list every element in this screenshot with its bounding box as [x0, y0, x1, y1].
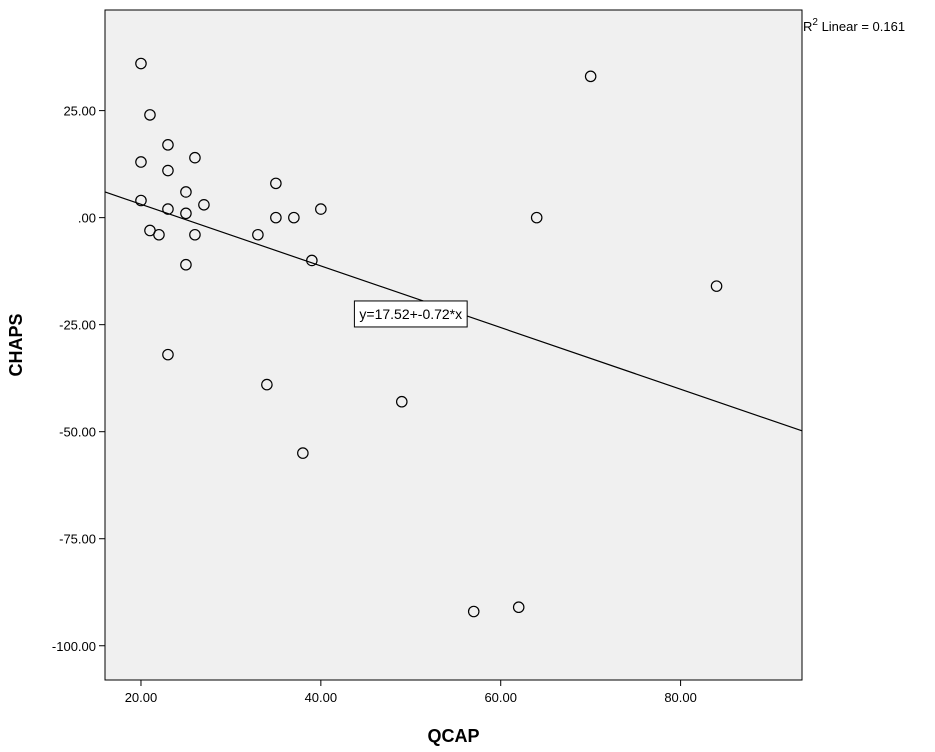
data-point [180, 258, 192, 271]
data-point [395, 395, 408, 408]
data-point [270, 211, 282, 224]
data-point [162, 139, 174, 151]
plot-area [104, 9, 803, 681]
data-point [584, 70, 597, 83]
data-point [530, 211, 543, 224]
data-point [288, 211, 300, 224]
y-tick-label: 25.00 [63, 104, 96, 119]
data-point [270, 177, 282, 190]
data-point [162, 348, 174, 361]
data-point [512, 601, 525, 614]
data-point [180, 186, 192, 198]
r2-prefix: R [803, 19, 812, 34]
y-tick-label: .00 [78, 211, 96, 226]
x-tick-label: 80.00 [664, 690, 697, 705]
data-point [252, 228, 264, 241]
fit-equation-text: y=17.52+-0.72*x [359, 306, 462, 322]
x-tick-label: 20.00 [125, 690, 158, 705]
y-tick-label: -100.00 [52, 639, 96, 654]
data-point [189, 151, 201, 164]
data-point [135, 57, 147, 70]
y-axis: 25.00 .00 -25.00 -50.00 -75.00 -100.00 [52, 104, 105, 654]
y-axis-title: CHAPS [6, 313, 26, 376]
r2-superscript: 2 [812, 17, 818, 28]
data-point [261, 378, 273, 391]
r2-label: R2 Linear = 0.161 [803, 17, 905, 34]
data-point [189, 228, 201, 241]
data-point [180, 207, 192, 220]
data-point [710, 280, 723, 292]
data-point [198, 198, 210, 211]
data-point [306, 254, 318, 267]
data-point [144, 109, 156, 121]
data-point [135, 156, 147, 168]
fit-equation-label: y=17.52+-0.72*x [353, 300, 468, 328]
r2-value: Linear = 0.161 [818, 19, 905, 34]
y-tick-label: -75.00 [59, 532, 96, 547]
y-tick-label: -50.00 [59, 425, 96, 440]
x-tick-label: 60.00 [484, 690, 517, 705]
x-tick-label: 40.00 [305, 690, 338, 705]
data-point [297, 447, 309, 459]
data-point [153, 228, 165, 241]
data-point [315, 203, 327, 215]
data-point [162, 203, 174, 215]
data-point [162, 164, 174, 177]
y-tick-label: -25.00 [59, 318, 96, 333]
fit-equation-box [353, 300, 468, 328]
x-axis-title: QCAP [427, 726, 479, 746]
data-point [135, 194, 147, 207]
points-layer [135, 57, 723, 618]
x-axis: 20.00 40.00 60.00 80.00 [125, 680, 697, 705]
data-point [467, 605, 480, 618]
